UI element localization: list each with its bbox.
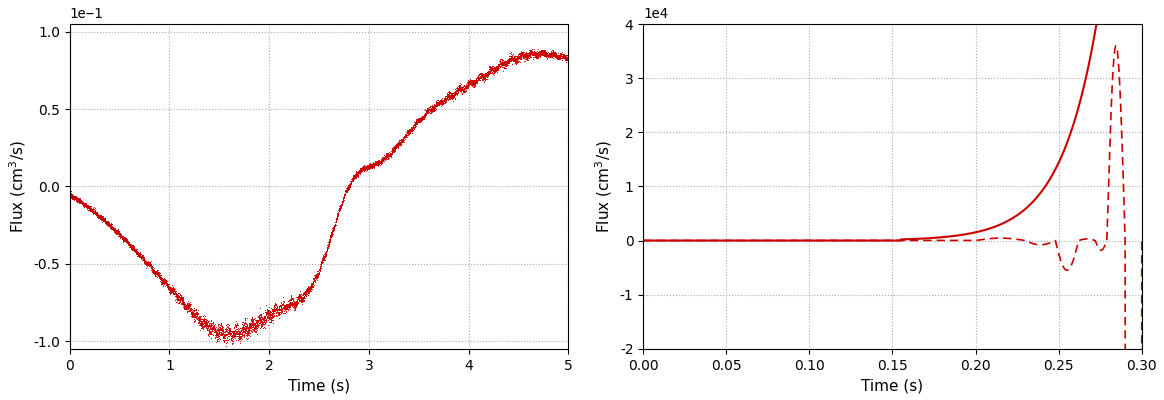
X-axis label: Time (s): Time (s) bbox=[288, 378, 350, 393]
Text: 1e−1: 1e−1 bbox=[70, 7, 104, 21]
Y-axis label: Flux (cm$^3$/s): Flux (cm$^3$/s) bbox=[594, 140, 615, 233]
Text: 1e4: 1e4 bbox=[644, 7, 668, 21]
X-axis label: Time (s): Time (s) bbox=[861, 378, 923, 393]
Y-axis label: Flux (cm$^3$/s): Flux (cm$^3$/s) bbox=[7, 140, 28, 233]
